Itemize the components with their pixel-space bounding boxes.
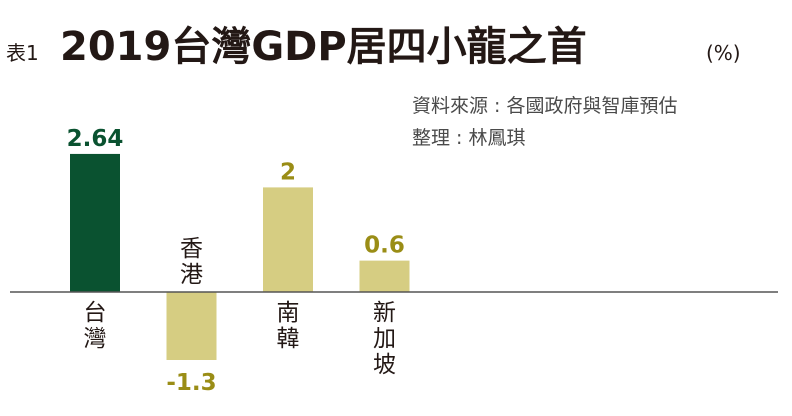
value-label: -1.3 xyxy=(166,370,216,396)
unit-label: (%) xyxy=(706,41,741,65)
table-label: 表1 xyxy=(6,41,39,65)
bars-group xyxy=(70,153,410,360)
bar xyxy=(263,187,313,292)
bar xyxy=(70,153,120,292)
bar xyxy=(166,292,217,360)
bar xyxy=(359,260,410,292)
category-label: 香港 xyxy=(180,236,203,288)
category-label: 台灣 xyxy=(84,300,107,352)
category-label: 新加坡 xyxy=(373,300,396,378)
value-labels-group: 2.64 -1.3 2 0.6 xyxy=(67,126,405,396)
value-label: 2 xyxy=(280,159,296,185)
source-line: 整理 : 林鳳琪 xyxy=(412,127,525,149)
source-line: 資料來源 : 各國政府與智庫預估 xyxy=(412,95,677,117)
category-label: 南韓 xyxy=(277,300,300,352)
chart-title: 2019台灣GDP居四小龍之首 xyxy=(60,24,587,70)
value-label: 0.6 xyxy=(364,233,405,259)
value-label: 2.64 xyxy=(67,126,124,152)
